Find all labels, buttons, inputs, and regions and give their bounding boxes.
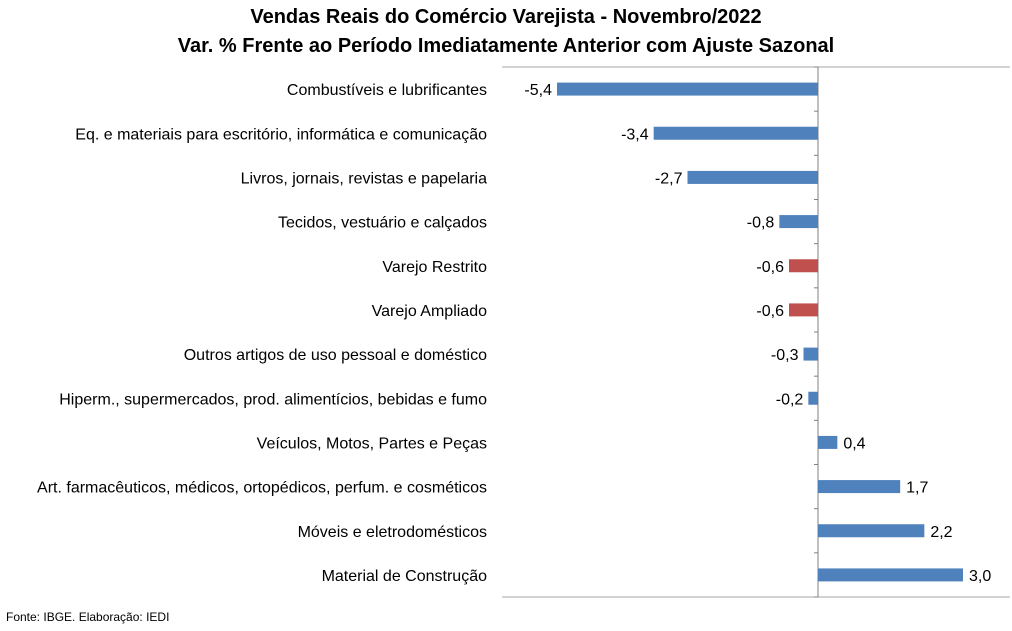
category-label: Outros artigos de uso pessoal e doméstic… — [184, 347, 487, 364]
bar-8 — [808, 391, 818, 405]
category-label: Hiperm., supermercados, prod. alimentíci… — [59, 391, 487, 408]
bar-1 — [557, 82, 818, 96]
category-label: Móveis e eletrodomésticos — [298, 524, 487, 541]
category-label: Art. farmacêuticos, médicos, ortopédicos… — [37, 480, 487, 497]
source-note: Fonte: IBGE. Elaboração: IEDI — [6, 610, 170, 624]
chart-subtitle: Var. % Frente ao Período Imediatamente A… — [177, 35, 835, 57]
category-label: Material de Construção — [322, 568, 488, 585]
bar-5 — [789, 259, 818, 273]
category-label: Combustíveis e lubrificantes — [287, 82, 487, 99]
bar-2 — [653, 126, 818, 140]
bar-chart: Combustíveis e lubrificantes -5,4 Eq. e ma… — [37, 66, 1010, 598]
category-label: Livros, jornais, revistas e papelaria — [241, 170, 487, 187]
category-label: Varejo Restrito — [382, 259, 487, 276]
bar-7 — [803, 347, 818, 361]
bar-3 — [687, 170, 818, 184]
bar-9 — [818, 435, 838, 449]
bar-12 — [818, 568, 963, 582]
category-label: Tecidos, vestuário e calçados — [278, 215, 487, 232]
bar-11 — [818, 524, 925, 538]
data-label: 2,2 — [930, 524, 952, 541]
bar-10 — [818, 480, 901, 494]
category-label: Varejo Ampliado — [372, 303, 487, 320]
data-label: -0,8 — [747, 215, 775, 232]
bar-4 — [779, 215, 818, 229]
data-label: 3,0 — [969, 568, 991, 585]
data-label: -3,4 — [621, 126, 649, 143]
bar-6 — [789, 303, 818, 317]
data-label: -0,3 — [771, 347, 799, 364]
category-label: Eq. e materiais para escritório, informá… — [75, 126, 487, 143]
data-label: 1,7 — [906, 480, 928, 497]
data-label: -0,6 — [756, 259, 784, 276]
data-label: 0,4 — [843, 435, 865, 452]
category-label: Veículos, Motos, Partes e Peças — [257, 435, 487, 452]
data-label: -0,2 — [776, 391, 804, 408]
data-label: -2,7 — [655, 170, 683, 187]
data-label: -0,6 — [756, 303, 784, 320]
chart-title: Vendas Reais do Comércio Varejista - Nov… — [250, 6, 762, 28]
data-label: -5,4 — [524, 82, 552, 99]
